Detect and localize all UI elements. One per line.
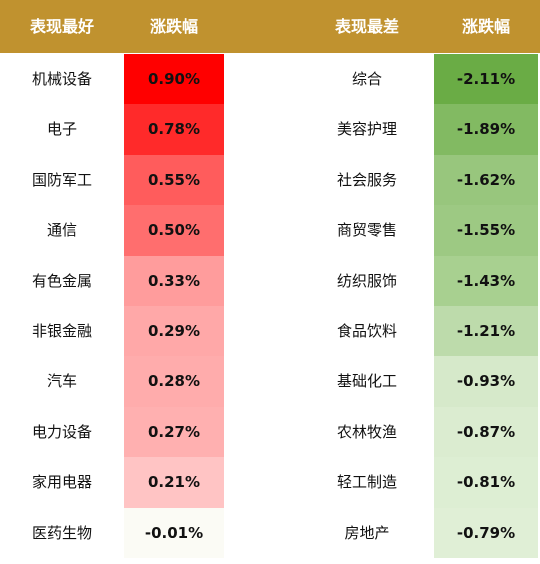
worst-sector-name: 基础化工: [336, 372, 397, 391]
worst-sector-change: -0.87%: [434, 406, 538, 458]
worst-sector-name: 农林牧渔: [336, 422, 397, 441]
header-best-sector: 表现最好: [29, 17, 94, 36]
best-sector-name: 通信: [46, 221, 77, 240]
best-sector-change: 0.78%: [124, 104, 224, 155]
worst-sector-change: -1.55%: [434, 205, 538, 256]
worst-sector-name: 综合: [351, 70, 382, 88]
worst-sector-name: 纺织服饰: [336, 271, 397, 290]
header-worst-sector: 表现最差: [334, 17, 399, 36]
best-sector-change: 0.29%: [124, 306, 224, 357]
best-sector-change: 0.33%: [124, 255, 224, 306]
worst-sector-name: 房地产: [344, 523, 390, 542]
header-best-change: 涨跌幅: [149, 17, 198, 36]
worst-sector-name: 美容护理: [336, 120, 397, 139]
best-sector-name: 电力设备: [31, 422, 92, 441]
worst-sector-change: -0.93%: [434, 356, 538, 407]
worst-sector-change: -2.11%: [434, 54, 538, 105]
worst-sector-name: 食品饮料: [336, 322, 397, 340]
best-sector-name: 家用电器: [31, 473, 92, 492]
worst-sector-change: -0.79%: [434, 507, 538, 558]
best-sector-name: 汽车: [46, 372, 77, 391]
worst-sector-change: -0.81%: [434, 457, 538, 508]
best-sector-name: 医药生物: [31, 523, 92, 542]
worst-sector-change: -1.43%: [434, 255, 538, 306]
best-sector-name: 国防军工: [31, 170, 92, 189]
best-sector-change: 0.50%: [124, 205, 224, 256]
worst-sector-change: -1.21%: [434, 306, 538, 357]
worst-sector-change: -1.62%: [434, 154, 538, 206]
table-header: 表现最好 涨跌幅 表现最差 涨跌幅: [0, 0, 540, 53]
worst-sector-name: 商贸零售: [336, 221, 397, 240]
best-sector-change: 0.21%: [124, 457, 224, 508]
best-sector-change: -0.01%: [124, 507, 224, 558]
worst-sector-name: 轻工制造: [336, 473, 397, 492]
best-sector-name: 机械设备: [31, 70, 92, 88]
best-sector-name: 非银金融: [31, 322, 92, 340]
best-sector-name: 电子: [46, 120, 77, 139]
worst-sector-change: -1.89%: [434, 104, 538, 155]
worst-sector-name: 社会服务: [336, 170, 397, 189]
best-sector-change: 0.27%: [124, 406, 224, 458]
header-worst-change: 涨跌幅: [461, 17, 510, 36]
best-sector-name: 有色金属: [31, 271, 92, 290]
best-sector-change: 0.55%: [124, 154, 224, 206]
best-sector-change: 0.90%: [124, 54, 224, 105]
best-sector-change: 0.28%: [124, 356, 224, 407]
